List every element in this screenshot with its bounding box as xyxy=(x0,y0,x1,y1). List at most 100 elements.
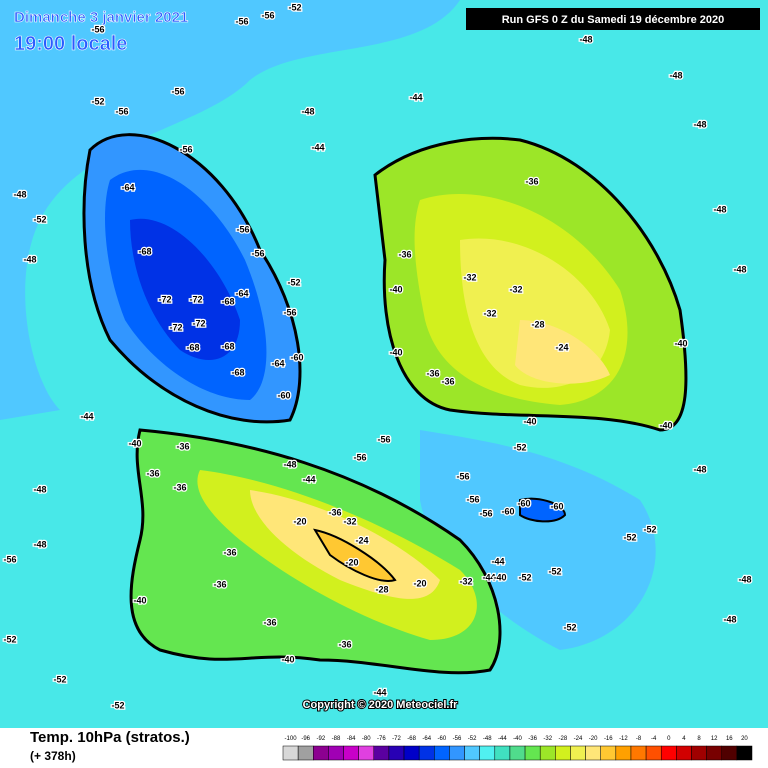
contour-label: -44 xyxy=(311,142,324,152)
contour-label: -56 xyxy=(236,224,249,234)
contour-label: -48 xyxy=(23,254,36,264)
contour-label: -36 xyxy=(398,249,411,259)
legend-tick-label: -80 xyxy=(362,736,371,742)
contour-label: -48 xyxy=(283,459,296,469)
legend-swatch xyxy=(313,745,329,761)
contour-label: -24 xyxy=(555,342,568,352)
legend-swatch xyxy=(449,745,465,761)
contour-label: -72 xyxy=(169,322,182,332)
contour-label: -36 xyxy=(146,468,159,478)
contour-label: -52 xyxy=(548,566,561,576)
contour-label: -56 xyxy=(377,434,390,444)
legend-tick-label: -96 xyxy=(301,736,310,742)
contour-label: -48 xyxy=(723,614,736,624)
legend-swatch xyxy=(282,745,299,761)
contour-label: -24 xyxy=(355,535,368,545)
contour-label: -56 xyxy=(466,494,479,504)
legend-swatch xyxy=(297,745,314,761)
contour-label: -56 xyxy=(261,10,274,20)
contour-label: -40 xyxy=(128,438,141,448)
contour-label: -40 xyxy=(389,284,402,294)
contour-label: -56 xyxy=(3,554,16,564)
contour-label: -56 xyxy=(171,86,184,96)
color-legend: -100 -96 -92 -88 -84 -80 -76 -72 -68 -64 -60 -56 -52… xyxy=(282,736,753,761)
legend-swatch xyxy=(630,745,647,761)
legend-tick-label: -52 xyxy=(468,736,477,742)
contour-label: -52 xyxy=(518,572,531,582)
contour-label: -48 xyxy=(693,119,706,129)
contour-label: -56 xyxy=(179,144,192,154)
legend-swatch xyxy=(464,745,480,761)
legend-tick-label: -4 xyxy=(651,736,657,742)
legend-tick-label: -92 xyxy=(316,736,325,742)
contour-label: -72 xyxy=(158,294,171,304)
legend-tick-label: 0 xyxy=(667,736,671,742)
legend-swatch xyxy=(509,745,526,761)
contour-label: -52 xyxy=(3,634,16,644)
legend-swatch xyxy=(721,745,738,761)
legend-tick-label: 16 xyxy=(726,736,733,742)
copyright: Copyright © 2020 Meteociel.fr xyxy=(303,699,459,711)
legend-tick-label: -68 xyxy=(407,736,416,742)
contour-label: -32 xyxy=(483,308,496,318)
legend-swatch xyxy=(343,745,359,761)
legend-swatch xyxy=(615,745,632,761)
run-banner xyxy=(466,8,760,30)
legend-swatch xyxy=(524,745,541,761)
legend-swatch xyxy=(691,745,707,761)
legend-tick-label: -48 xyxy=(483,736,492,742)
contour-label: -44 xyxy=(491,556,504,566)
legend-tick-label: -72 xyxy=(392,736,401,742)
legend-tick-label: -44 xyxy=(498,736,507,742)
contour-label: -20 xyxy=(345,557,358,567)
contour-label: -52 xyxy=(563,622,576,632)
contour-label: -68 xyxy=(186,342,199,352)
contour-label: -44 xyxy=(409,92,422,102)
contour-label: -68 xyxy=(221,341,234,351)
contour-label: -60 xyxy=(277,390,290,400)
contour-label: -64 xyxy=(271,358,284,368)
legend-swatch xyxy=(736,745,753,761)
contour-label: -36 xyxy=(263,617,276,627)
contour-label: -48 xyxy=(738,574,751,584)
contour-label: -36 xyxy=(213,579,226,589)
contour-label: -56 xyxy=(353,452,366,462)
legend-tick-label: 12 xyxy=(711,736,718,742)
contour-label: -44 xyxy=(302,474,315,484)
contour-label: -20 xyxy=(293,516,306,526)
legend-tick-label: -56 xyxy=(453,736,462,742)
contour-label: -40 xyxy=(133,595,146,605)
legend-tick-label: -24 xyxy=(574,736,583,742)
contour-label: -68 xyxy=(231,367,244,377)
cold-field xyxy=(0,0,460,420)
contour-label: -48 xyxy=(579,34,592,44)
contour-label: -56 xyxy=(251,248,264,258)
contour-label: -56 xyxy=(479,508,492,518)
contour-label: -64 xyxy=(121,182,134,192)
contour-label: -68 xyxy=(221,296,234,306)
contour-label: -52 xyxy=(643,524,656,534)
lead-time: (+ 378h) xyxy=(30,749,76,763)
legend-swatch xyxy=(660,745,677,761)
contour-label: -40 xyxy=(493,572,506,582)
contour-label: -56 xyxy=(91,24,104,34)
contour-label: -60 xyxy=(517,498,530,508)
contour-label: -20 xyxy=(413,578,426,588)
vortex-center xyxy=(130,218,240,360)
contour-label: -52 xyxy=(91,96,104,106)
contour-label: -52 xyxy=(288,2,301,12)
contour-label: -36 xyxy=(525,176,538,186)
legend-tick-label: -100 xyxy=(285,736,298,742)
legend-tick-label: -84 xyxy=(347,736,356,742)
legend-tick-label: -76 xyxy=(377,736,386,742)
contour-label: -40 xyxy=(674,338,687,348)
contour-label: -44 xyxy=(80,411,93,421)
contour-label: -60 xyxy=(290,352,303,362)
legend-swatch xyxy=(585,745,601,761)
contour-label: -40 xyxy=(281,654,294,664)
legend-tick-label: -32 xyxy=(543,736,552,742)
variable-name: Temp. 10hPa (stratos.) xyxy=(30,729,190,746)
contour-label: -36 xyxy=(426,368,439,378)
contour-label: -48 xyxy=(713,204,726,214)
